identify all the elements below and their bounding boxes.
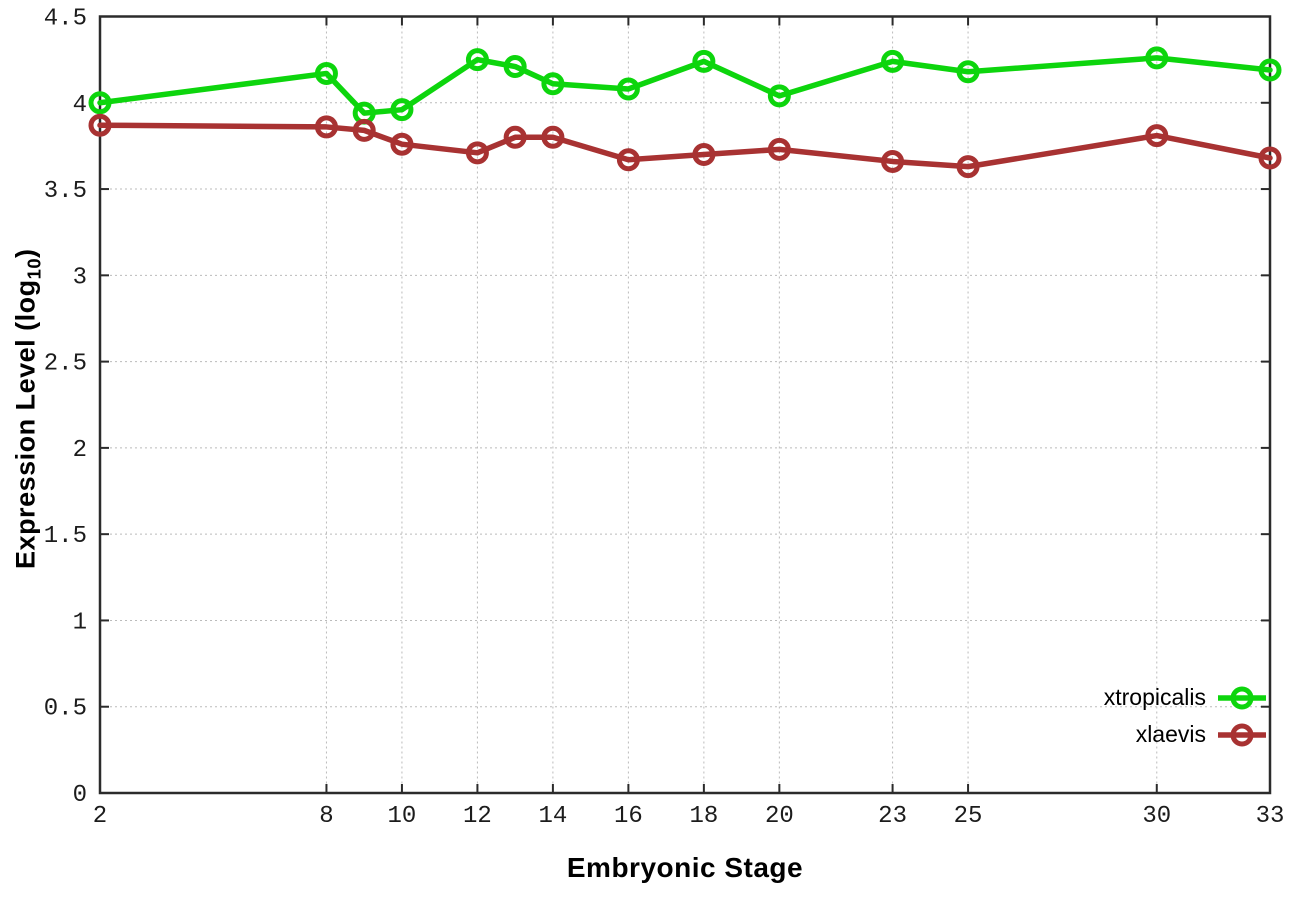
y-axis-label-subscript: 10	[23, 257, 45, 280]
data-point-xlaevis	[352, 118, 376, 142]
y-tick-label: 1.5	[44, 523, 87, 550]
y-tick-label: 2	[73, 437, 87, 464]
legend-sample-xtropicalis	[1218, 686, 1266, 709]
legend-label-xtropicalis: xtropicalis	[1103, 684, 1206, 710]
x-tick-label: 18	[689, 803, 718, 830]
data-point-xlaevis	[616, 148, 640, 172]
x-tick-label: 14	[538, 803, 567, 830]
y-tick-label: 4.5	[44, 6, 87, 33]
data-point-xlaevis	[767, 137, 791, 161]
data-point-xtropicalis	[1258, 58, 1282, 82]
data-point-xlaevis	[390, 132, 414, 156]
x-tick-label: 8	[319, 803, 333, 830]
data-point-xlaevis	[541, 125, 565, 149]
x-tick-label: 23	[878, 803, 907, 830]
data-point-xtropicalis	[616, 77, 640, 101]
legend-entry-xlaevis: xlaevis	[1104, 717, 1266, 752]
legend-marker-xlaevis	[1230, 723, 1254, 746]
data-point-xlaevis	[503, 125, 527, 149]
data-point-xlaevis	[314, 115, 338, 139]
data-point-xlaevis	[692, 143, 716, 167]
data-point-xlaevis	[1258, 146, 1282, 170]
plot-border	[98, 15, 1272, 795]
y-tick-label: 2.5	[44, 351, 87, 378]
y-axis-label: Expression Level (log10)	[10, 219, 45, 599]
data-point-xtropicalis	[1145, 46, 1169, 70]
y-tick-label: 1	[73, 609, 87, 636]
x-tick-label: 33	[1256, 803, 1285, 830]
data-point-xtropicalis	[314, 61, 338, 85]
series-line-xtropicalis	[97, 55, 1273, 116]
data-point-xtropicalis	[692, 49, 716, 73]
legend-label-xlaevis: xlaevis	[1135, 721, 1206, 747]
series-line-xlaevis	[97, 122, 1273, 170]
x-axis-label: Embryonic Stage	[566, 852, 804, 883]
data-point-xlaevis	[956, 155, 980, 179]
data-point-xtropicalis	[956, 60, 980, 84]
data-point-xlaevis	[88, 113, 112, 137]
y-axis-label-text: Expression Level (log	[10, 279, 41, 569]
y-tick-label: 0.5	[44, 696, 87, 723]
data-point-xlaevis	[881, 149, 905, 173]
x-tick-label: 25	[954, 803, 983, 830]
data-point-xtropicalis	[390, 98, 414, 122]
data-point-xtropicalis	[503, 55, 527, 79]
data-point-xtropicalis	[465, 48, 489, 72]
data-point-xlaevis	[465, 141, 489, 165]
x-tick-label: 10	[388, 803, 417, 830]
x-tick-label: 20	[765, 803, 794, 830]
legend: xtropicalis xlaevis	[1104, 680, 1266, 752]
data-point-xtropicalis	[767, 84, 791, 108]
y-tick-label: 3.5	[44, 178, 87, 205]
data-point-xtropicalis	[881, 49, 905, 73]
legend-sample-xlaevis	[1218, 723, 1266, 746]
y-tick-label: 0	[73, 782, 87, 809]
data-point-xtropicalis	[88, 91, 112, 115]
y-axis-label-suffix: )	[10, 248, 41, 258]
y-tick-label: 3	[73, 264, 87, 291]
x-tick-label: 30	[1142, 803, 1171, 830]
data-point-xtropicalis	[541, 72, 565, 96]
x-tick-label: 12	[463, 803, 492, 830]
y-tick-label: 4	[73, 92, 87, 119]
x-tick-label: 16	[614, 803, 643, 830]
data-point-xlaevis	[1145, 124, 1169, 148]
legend-marker-xtropicalis	[1230, 686, 1254, 709]
legend-entry-xtropicalis: xtropicalis	[1104, 680, 1266, 715]
x-tick-label: 2	[93, 803, 107, 830]
